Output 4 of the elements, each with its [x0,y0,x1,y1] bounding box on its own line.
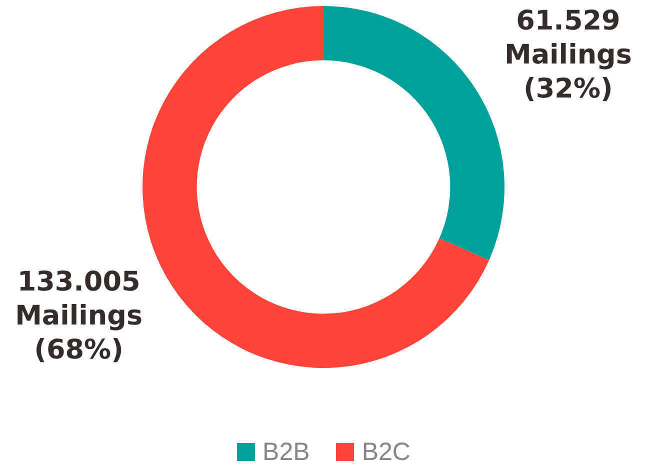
legend-label: B2B [262,438,310,467]
data-label: 133.005 Mailings (68%) [15,266,143,366]
legend-label: B2C [360,438,410,467]
data-label: 61.529 Mailings (32%) [504,5,632,104]
